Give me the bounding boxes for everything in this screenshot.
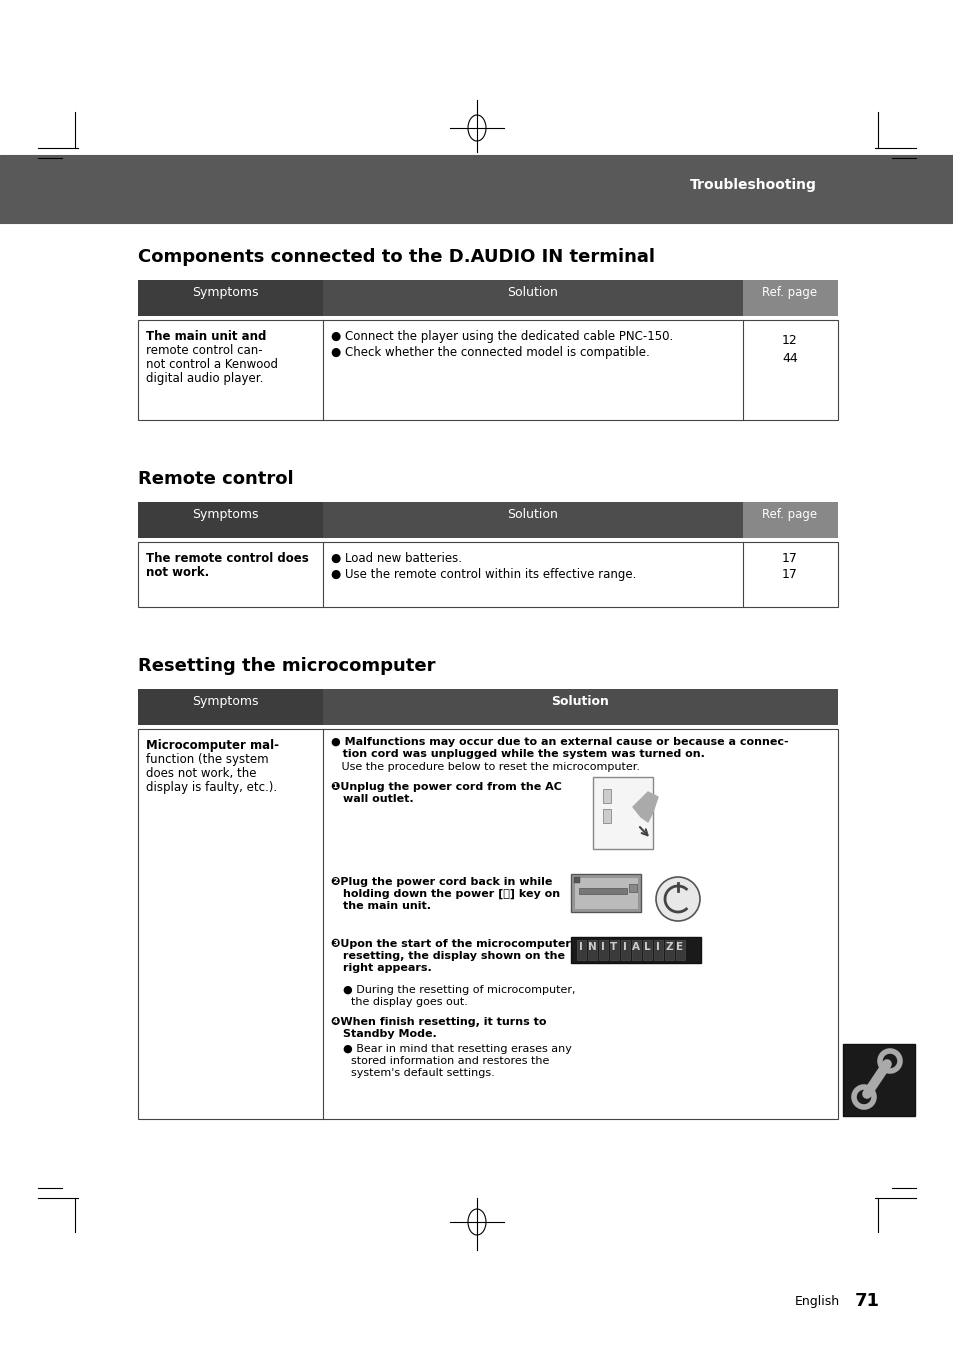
Text: Solution: Solution <box>507 508 558 521</box>
Text: function (the system: function (the system <box>146 753 269 765</box>
Polygon shape <box>323 502 757 539</box>
Text: T: T <box>610 942 617 952</box>
Text: The remote control does: The remote control does <box>146 552 309 566</box>
Text: ● Malfunctions may occur due to an external cause or because a connec-: ● Malfunctions may occur due to an exter… <box>331 737 788 747</box>
Text: I: I <box>656 942 659 952</box>
Bar <box>842 1044 914 1116</box>
Bar <box>602 788 610 803</box>
Bar <box>574 878 638 909</box>
Text: 71: 71 <box>854 1292 879 1310</box>
Bar <box>578 888 626 894</box>
Text: the main unit.: the main unit. <box>343 900 431 911</box>
Text: Symptoms: Symptoms <box>192 695 258 707</box>
Polygon shape <box>323 688 837 725</box>
Text: does not work, the: does not work, the <box>146 767 256 780</box>
Text: Symptoms: Symptoms <box>192 286 258 298</box>
Text: ● Load new batteries.: ● Load new batteries. <box>331 552 461 566</box>
Text: Ref. page: Ref. page <box>761 286 817 298</box>
Text: A: A <box>631 942 639 952</box>
Polygon shape <box>323 279 757 316</box>
Text: 17: 17 <box>781 568 797 580</box>
Text: English: English <box>794 1295 840 1308</box>
Text: wall outlet.: wall outlet. <box>343 794 414 805</box>
Text: ❹When finish resetting, it turns to: ❹When finish resetting, it turns to <box>331 1017 546 1027</box>
Text: Remote control: Remote control <box>138 470 294 487</box>
Bar <box>654 940 662 960</box>
Text: tion cord was unplugged while the system was turned on.: tion cord was unplugged while the system… <box>331 749 704 759</box>
Bar <box>571 937 700 963</box>
Text: 44: 44 <box>781 352 797 365</box>
Text: remote control can-: remote control can- <box>146 344 262 356</box>
Bar <box>587 940 597 960</box>
Text: 12: 12 <box>781 333 797 347</box>
Text: display is faulty, etc.).: display is faulty, etc.). <box>146 782 276 794</box>
Text: not control a Kenwood: not control a Kenwood <box>146 358 277 371</box>
Bar <box>884 1089 904 1107</box>
Text: holding down the power [⏻] key on: holding down the power [⏻] key on <box>343 890 559 899</box>
Bar <box>574 878 579 883</box>
Text: the display goes out.: the display goes out. <box>351 998 467 1007</box>
Text: ● During the resetting of microcomputer,: ● During the resetting of microcomputer, <box>343 986 575 995</box>
Text: digital audio player.: digital audio player. <box>146 373 263 385</box>
Polygon shape <box>138 279 336 316</box>
Text: not work.: not work. <box>146 566 209 579</box>
Bar <box>631 940 640 960</box>
Polygon shape <box>742 279 837 316</box>
Text: right appears.: right appears. <box>343 963 432 973</box>
Bar <box>598 940 607 960</box>
Bar <box>138 729 837 1119</box>
Text: Troubleshooting: Troubleshooting <box>689 178 816 192</box>
Bar <box>676 940 684 960</box>
Bar <box>620 940 629 960</box>
Polygon shape <box>138 688 336 725</box>
Polygon shape <box>138 502 336 539</box>
Text: Z: Z <box>664 942 672 952</box>
Text: Solution: Solution <box>551 695 608 707</box>
Text: Solution: Solution <box>507 286 558 298</box>
Text: L: L <box>643 942 650 952</box>
Bar <box>642 940 651 960</box>
Bar <box>664 940 673 960</box>
Text: I: I <box>600 942 604 952</box>
Bar <box>577 940 585 960</box>
Polygon shape <box>742 502 837 539</box>
Text: I: I <box>578 942 582 952</box>
Circle shape <box>656 878 700 921</box>
Text: Resetting the microcomputer: Resetting the microcomputer <box>138 657 435 675</box>
Bar <box>0 155 953 223</box>
Bar <box>138 320 837 420</box>
Text: E: E <box>676 942 683 952</box>
Bar <box>602 809 610 824</box>
Text: Components connected to the D.AUDIO IN terminal: Components connected to the D.AUDIO IN t… <box>138 248 655 266</box>
Text: system's default settings.: system's default settings. <box>351 1068 495 1079</box>
Text: Symptoms: Symptoms <box>192 508 258 521</box>
Text: Standby Mode.: Standby Mode. <box>343 1029 436 1040</box>
Bar <box>593 778 652 849</box>
Bar <box>628 884 637 892</box>
Text: ● Check whether the connected model is compatible.: ● Check whether the connected model is c… <box>331 346 649 359</box>
Text: Ref. page: Ref. page <box>761 508 817 521</box>
Bar <box>847 1049 865 1069</box>
Text: N: N <box>587 942 596 952</box>
Bar <box>138 541 837 608</box>
Text: stored information and restores the: stored information and restores the <box>351 1056 549 1066</box>
Text: 17: 17 <box>781 552 797 566</box>
Text: ● Bear in mind that resetting erases any: ● Bear in mind that resetting erases any <box>343 1044 571 1054</box>
Text: The main unit and: The main unit and <box>146 329 266 343</box>
Bar <box>609 940 618 960</box>
Bar <box>571 873 640 913</box>
Text: resetting, the display shown on the: resetting, the display shown on the <box>343 950 564 961</box>
Polygon shape <box>633 792 658 822</box>
Text: I: I <box>622 942 626 952</box>
Text: ● Use the remote control within its effective range.: ● Use the remote control within its effe… <box>331 568 636 580</box>
Text: ❷Plug the power cord back in while: ❷Plug the power cord back in while <box>331 878 552 887</box>
Text: Use the procedure below to reset the microcomputer.: Use the procedure below to reset the mic… <box>331 761 639 772</box>
Text: ❸Upon the start of the microcomputer: ❸Upon the start of the microcomputer <box>331 940 570 949</box>
Text: ● Connect the player using the dedicated cable PNC-150.: ● Connect the player using the dedicated… <box>331 329 673 343</box>
Text: Microcomputer mal-: Microcomputer mal- <box>146 738 278 752</box>
Text: ❶Unplug the power cord from the AC: ❶Unplug the power cord from the AC <box>331 782 561 792</box>
